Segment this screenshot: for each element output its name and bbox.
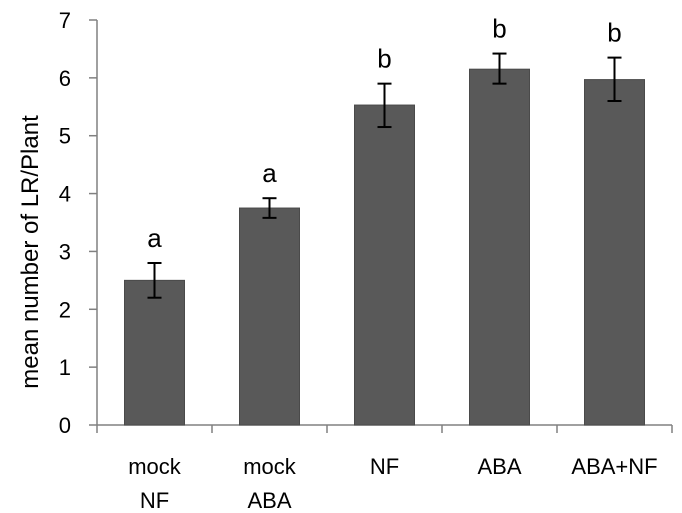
bar-2 [354,104,415,426]
bar-1 [239,207,300,426]
x-tick-label-4-0: ABA+NF [571,454,657,479]
significance-label-1: a [262,158,277,188]
y-tick-label-0: 0 [59,413,71,438]
x-tick-label-1-0: mock [243,454,297,479]
bar-4 [584,79,645,426]
y-tick-label-6: 6 [59,66,71,91]
x-tick-label-0-1: NF [140,488,169,513]
y-tick-label-7: 7 [59,8,71,33]
y-tick-label-4: 4 [59,182,71,207]
y-tick-label-3: 3 [59,239,71,264]
significance-label-4: b [607,18,621,48]
x-tick-label-1-1: ABA [247,488,291,513]
bar-3 [469,68,530,426]
x-tick-label-0-0: mock [128,454,182,479]
y-tick-label-5: 5 [59,124,71,149]
y-tick-label-1: 1 [59,355,71,380]
bar-0 [124,279,185,426]
significance-label-0: a [147,223,162,253]
significance-label-3: b [492,14,506,44]
significance-label-2: b [377,44,391,74]
x-tick-label-3-0: ABA [477,454,521,479]
x-tick-label-2-0: NF [370,454,399,479]
chart-plot-area: 0 1 2 3 4 5 6 7 a mock NF a mock ABA b NF b ABA b ABA+NF [59,8,673,513]
y-axis-title: mean number of LR/Plant [17,115,44,389]
y-tick-label-2: 2 [59,297,71,322]
